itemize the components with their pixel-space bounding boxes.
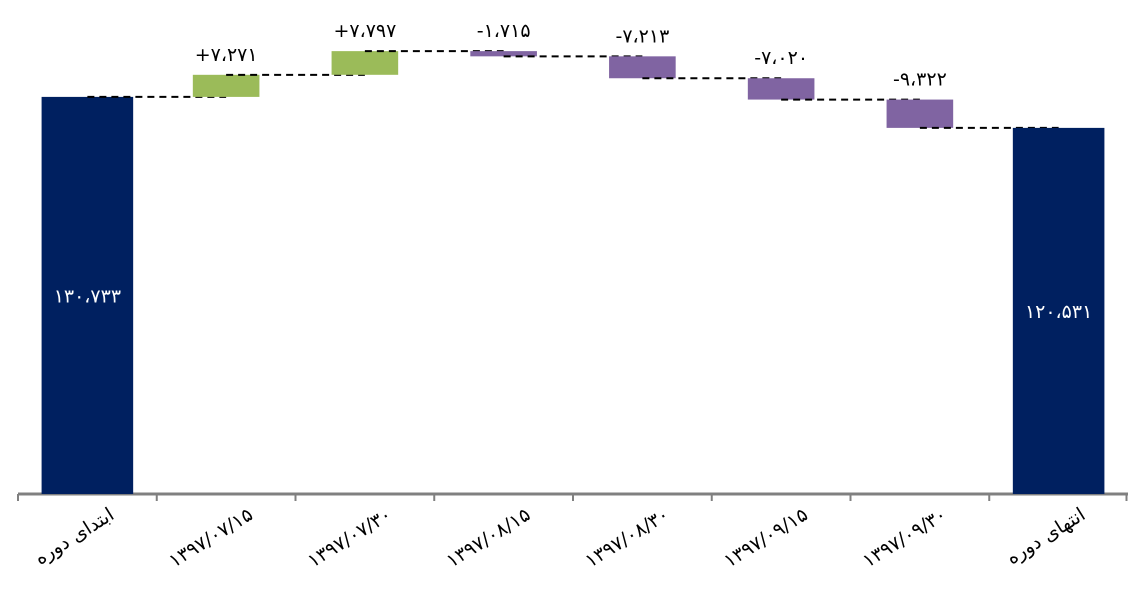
x-tick-label: ۱۳۹۷/۰۸/۱۵ (443, 504, 535, 573)
x-tick-label: ابتدای دوره (31, 504, 118, 570)
x-tick-label: ۱۳۹۷/۰۷/۳۰ (304, 504, 396, 573)
delta-bar (331, 51, 399, 75)
x-tick-label: ۱۳۹۷/۰۷/۱۵ (165, 504, 257, 573)
x-tick-label: انتهای دوره (1003, 504, 1090, 570)
delta-bar (470, 51, 537, 57)
value-label: -۷،۰۲۰ (754, 47, 808, 69)
value-label: -۱،۷۱۵ (477, 20, 531, 42)
delta-bar (747, 78, 815, 100)
value-label: +۷،۲۷۱ (195, 44, 258, 66)
value-label: -۷،۲۱۳ (615, 25, 669, 47)
value-label: +۷،۷۹۷ (333, 20, 396, 42)
value-label: ۱۳۰،۷۳۳ (54, 285, 121, 307)
x-tick-label: ۱۳۹۷/۰۹/۳۰ (859, 504, 951, 573)
value-label: -۹،۳۲۲ (893, 69, 947, 91)
total-bar (1012, 127, 1105, 494)
x-tick-label: ۱۳۹۷/۰۸/۳۰ (581, 504, 673, 573)
delta-bar (192, 74, 260, 97)
x-tick-label: ۱۳۹۷/۰۹/۱۵ (720, 504, 812, 573)
delta-bar (886, 99, 954, 128)
delta-bar (609, 56, 676, 79)
total-bar (41, 96, 134, 495)
value-label: ۱۲۰،۵۳۱ (1025, 301, 1092, 323)
